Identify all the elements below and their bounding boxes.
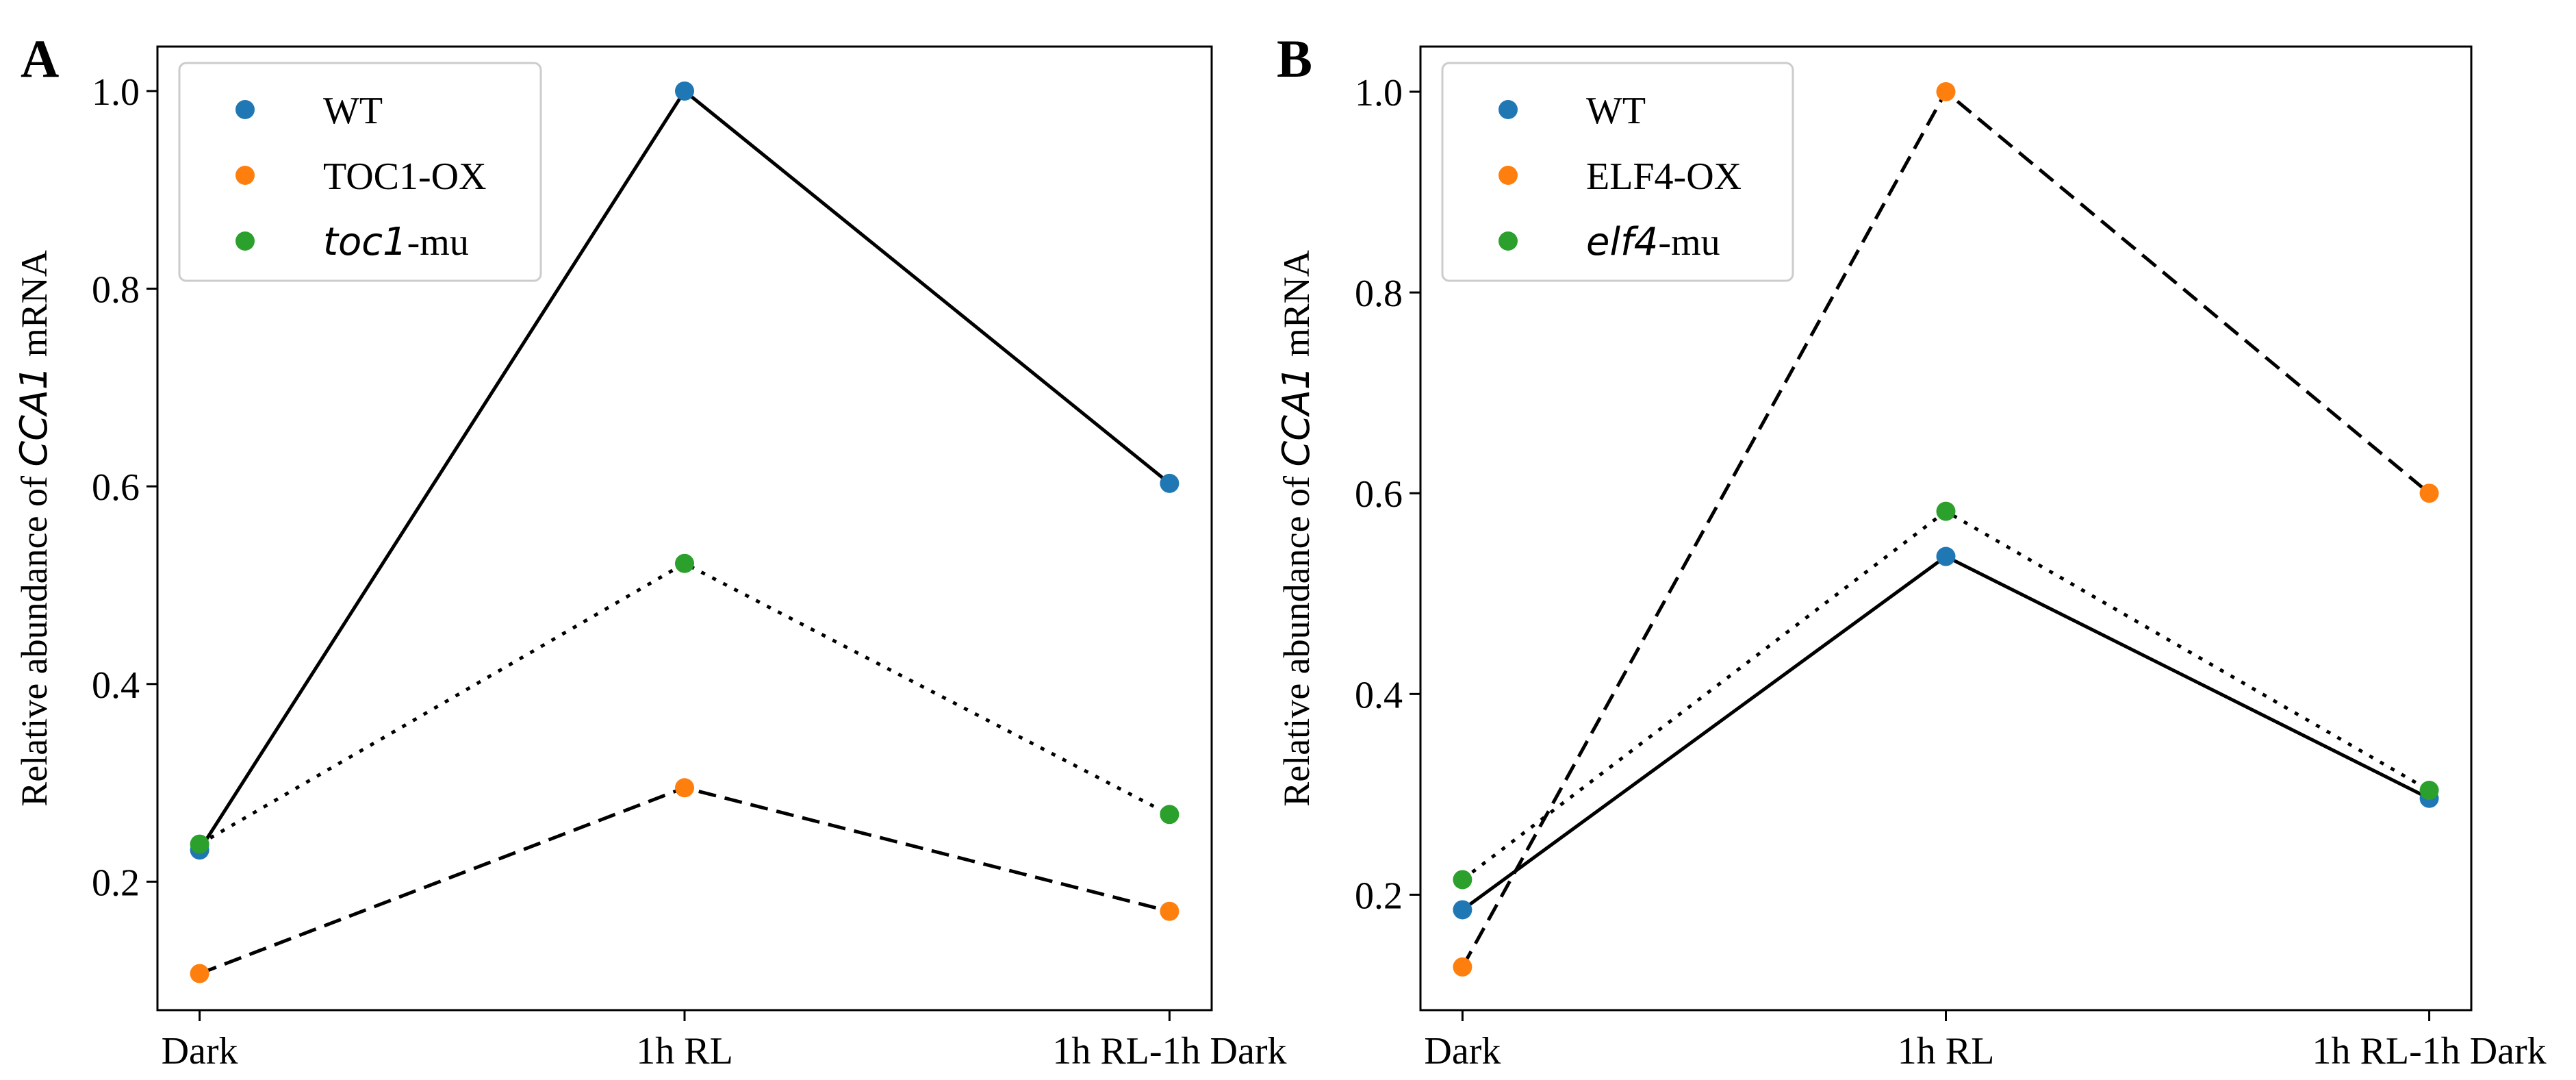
data-point-toc1-ox: [1160, 901, 1179, 921]
legend-label: TOC1-OX: [323, 155, 487, 198]
x-tick-label: Dark: [162, 1030, 238, 1072]
x-tick-label: 1h RL: [1898, 1030, 1995, 1072]
y-axis-label: Relative abundance of CCA1 mRNA: [1275, 250, 1318, 807]
y-tick-label: 0.8: [92, 269, 140, 312]
data-point-wt: [1453, 900, 1472, 920]
legend-marker: [235, 231, 255, 251]
legend-label: elf4-mu: [1586, 220, 1720, 264]
chart-panel-a: A 0.2 0.4 0.6 0.8 1.0 Dark 1h RL 1h RL-1h Dark Re…: [12, 29, 1286, 1072]
y-axis-label: Relative abundance of CCA1 mRNA: [12, 250, 55, 807]
legend-label: WT: [323, 90, 383, 132]
data-point-toc1-ox: [190, 964, 209, 983]
y-tick-label: 0.2: [92, 862, 140, 904]
data-point-elf4-mu: [1453, 870, 1472, 890]
data-point-elf4-ox: [1453, 957, 1472, 977]
data-point-toc1-ox: [675, 778, 694, 798]
series-line-toc1-mu: [199, 561, 1171, 846]
legend-label: toc1-mu: [323, 220, 469, 264]
data-point-toc1-mu: [675, 553, 694, 573]
data-point-elf4-mu: [2419, 781, 2439, 801]
x-tick-label: 1h RL-1h Dark: [1052, 1030, 1286, 1072]
series-line-toc1-ox: [199, 786, 1171, 975]
y-tick-label: 0.2: [1355, 875, 1403, 917]
x-tick-label: 1h RL: [636, 1030, 733, 1072]
legend-marker: [235, 100, 255, 119]
y-tick-label: 0.6: [92, 466, 140, 509]
y-tick-label: 0.4: [1355, 674, 1403, 716]
series-line-wt: [1461, 554, 2430, 912]
data-point-wt: [1160, 473, 1179, 493]
y-tick-label: 1.0: [1355, 72, 1403, 114]
data-point-wt: [1936, 547, 1956, 566]
x-tick-label: Dark: [1424, 1030, 1501, 1072]
panel-label: B: [1277, 29, 1312, 88]
legend-marker: [1499, 100, 1518, 119]
y-tick-label: 0.4: [92, 664, 140, 707]
data-point-elf4-ox: [1936, 81, 1956, 101]
legend-label: WT: [1586, 90, 1646, 132]
legend-marker: [1499, 166, 1518, 185]
series-line-elf4-mu: [1461, 509, 2430, 881]
data-point-toc1-mu: [190, 834, 209, 854]
x-tick-label: 1h RL-1h Dark: [2312, 1030, 2547, 1072]
chart-panel-b: B 0.2 0.4 0.6 0.8 1.0 Dark 1h RL 1h RL-1h Dark Re…: [1275, 29, 2547, 1072]
panel-label: A: [21, 29, 59, 88]
legend-label: ELF4-OX: [1586, 155, 1742, 198]
legend-marker: [235, 166, 255, 185]
data-point-elf4-mu: [1936, 501, 1956, 521]
legend: WT TOC1-OX toc1-mu: [178, 62, 542, 282]
data-point-wt: [675, 81, 694, 101]
legend-box: [1441, 62, 1794, 282]
y-tick-label: 1.0: [92, 71, 140, 114]
legend-box: [178, 62, 542, 282]
data-point-elf4-ox: [2419, 484, 2439, 503]
legend: WT ELF4-OX elf4-mu: [1441, 62, 1794, 282]
y-tick-label: 0.6: [1355, 473, 1403, 516]
data-point-toc1-mu: [1160, 805, 1179, 825]
y-tick-label: 0.8: [1355, 273, 1403, 315]
legend-marker: [1499, 231, 1518, 251]
